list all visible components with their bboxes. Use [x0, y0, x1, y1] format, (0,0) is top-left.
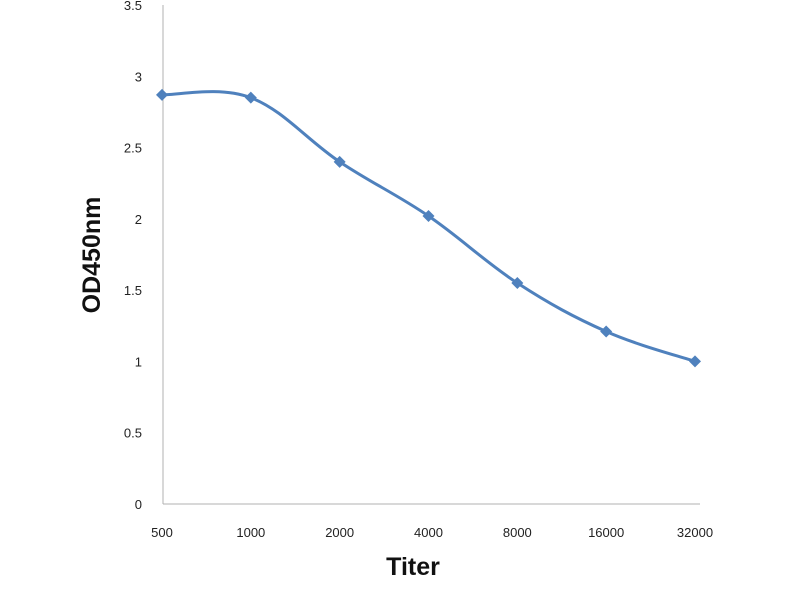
y-tick-label: 2	[135, 212, 142, 227]
y-tick-label: 0.5	[124, 426, 142, 441]
x-axis-title: Titer	[386, 553, 440, 581]
x-tick-label: 500	[151, 525, 173, 540]
y-tick-label: 2.5	[124, 141, 142, 156]
chart-axes	[162, 5, 700, 505]
y-tick-labels: 0 0.5 1 1.5 2 2.5 3 3.5	[124, 0, 142, 512]
y-tick-label: 1.5	[124, 283, 142, 298]
x-tick-label: 16000	[588, 525, 624, 540]
series-line	[161, 90, 696, 363]
x-tick-label: 4000	[414, 525, 443, 540]
y-tick-label: 3.5	[124, 0, 142, 13]
data-point-marker	[422, 210, 435, 223]
y-tick-label: 3	[135, 69, 142, 84]
x-tick-label: 1000	[236, 525, 265, 540]
series-layer	[156, 88, 701, 368]
y-axis-title: OD450nm	[78, 197, 106, 314]
y-tick-label: 0	[135, 497, 142, 512]
x-tick-label: 32000	[677, 525, 713, 540]
x-tick-label: 2000	[325, 525, 354, 540]
data-point-marker	[511, 277, 524, 290]
data-point-marker	[600, 325, 613, 338]
y-tick-label: 1	[135, 354, 142, 369]
data-point-marker	[333, 155, 346, 168]
x-tick-label: 8000	[503, 525, 532, 540]
data-point-marker	[244, 91, 257, 104]
data-point-marker	[689, 355, 701, 368]
data-point-marker	[156, 88, 168, 101]
x-tick-labels: 500 1000 2000 4000 8000 16000 32000	[151, 525, 713, 540]
